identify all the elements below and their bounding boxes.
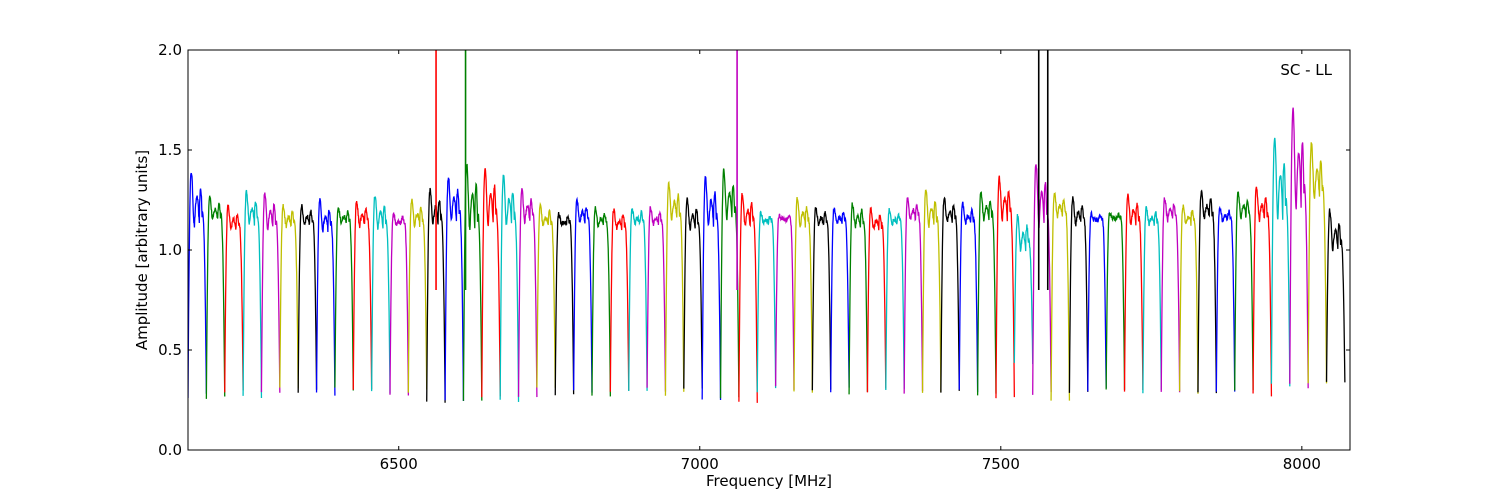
- band-series-1: [188, 172, 208, 399]
- band-series-4: [242, 189, 263, 399]
- band-series-7: [297, 204, 318, 393]
- band-series-31: [738, 192, 758, 403]
- band-series-32: [756, 210, 777, 393]
- y-tick-label: 1.0: [158, 241, 182, 259]
- band-series-43: [958, 201, 979, 393]
- band-series-17: [481, 168, 501, 398]
- band-series-15: [444, 177, 465, 401]
- band-series-20: [536, 201, 556, 388]
- annotation-label: SC - LL: [1280, 61, 1332, 79]
- band-series-11: [370, 196, 391, 394]
- band-series-45: [995, 175, 1015, 399]
- band-series-23: [591, 206, 611, 397]
- band-series-57: [1215, 205, 1236, 392]
- band-series-48: [1050, 191, 1071, 401]
- band-series-35: [811, 207, 832, 391]
- band-series-39: [885, 208, 905, 390]
- tick-layer: 6500 7000 7500 8000 0.0 0.5 1.0 1.5 2.0: [158, 41, 1350, 473]
- y-axis-label: Amplitude [arbitrary units]: [133, 150, 151, 350]
- band-series-26: [646, 206, 667, 392]
- band-series-5: [260, 192, 281, 393]
- band-series-37: [848, 202, 869, 395]
- band-series-52: [1123, 193, 1144, 392]
- band-series-44: [976, 191, 997, 396]
- band-series-13: [407, 198, 428, 393]
- band-series-22: [572, 196, 593, 393]
- band-series-3: [224, 204, 244, 393]
- band-series-60: [1270, 137, 1291, 387]
- band-series-63: [1325, 208, 1346, 383]
- band-series-55: [1178, 204, 1199, 394]
- band-series-50: [1087, 209, 1107, 392]
- band-series-41: [921, 189, 942, 393]
- band-series-62: [1307, 142, 1328, 384]
- band-series-42: [940, 196, 960, 393]
- band-series-25: [628, 208, 648, 392]
- band-series-46: [1013, 214, 1034, 365]
- y-tick-label: 0.5: [158, 341, 182, 359]
- band-series-28: [683, 197, 703, 389]
- band-series-2: [205, 195, 226, 399]
- band-series-27: [664, 180, 685, 396]
- band-series-54: [1160, 197, 1181, 393]
- band-series-38: [866, 206, 887, 393]
- x-axis-label: Frequency [MHz]: [706, 472, 832, 490]
- x-tick-label: 7500: [982, 455, 1020, 473]
- x-tick-label: 8000: [1283, 455, 1321, 473]
- band-series-21: [554, 212, 575, 396]
- band-series-9: [334, 207, 354, 391]
- band-series-6: [279, 203, 299, 389]
- band-series-8: [315, 198, 336, 396]
- spike-layer: [435, 50, 1049, 290]
- y-tick-label: 1.5: [158, 141, 182, 159]
- band-series-61: [1289, 107, 1309, 389]
- x-tick-label: 7000: [681, 455, 719, 473]
- band-series-30: [719, 168, 740, 399]
- band-series-58: [1234, 191, 1254, 391]
- band-series-12: [389, 212, 410, 396]
- band-series-34: [793, 196, 813, 393]
- band-series-18: [499, 174, 520, 402]
- y-tick-label: 0.0: [158, 441, 182, 459]
- band-series-19: [517, 188, 538, 398]
- band-series-24: [609, 208, 630, 392]
- band-series-53: [1142, 206, 1162, 394]
- band-series-59: [1252, 186, 1273, 397]
- band-series-10: [352, 200, 373, 390]
- band-series-51: [1105, 211, 1126, 390]
- y-tick-label: 2.0: [158, 41, 182, 59]
- band-series-49: [1068, 196, 1089, 393]
- band-series-16: [462, 163, 483, 401]
- band-series-36: [830, 207, 850, 393]
- band-series-33: [774, 213, 795, 390]
- band-series-56: [1197, 189, 1217, 394]
- x-tick-label: 6500: [380, 455, 418, 473]
- band-series-40: [903, 197, 924, 394]
- band-series-29: [701, 175, 722, 401]
